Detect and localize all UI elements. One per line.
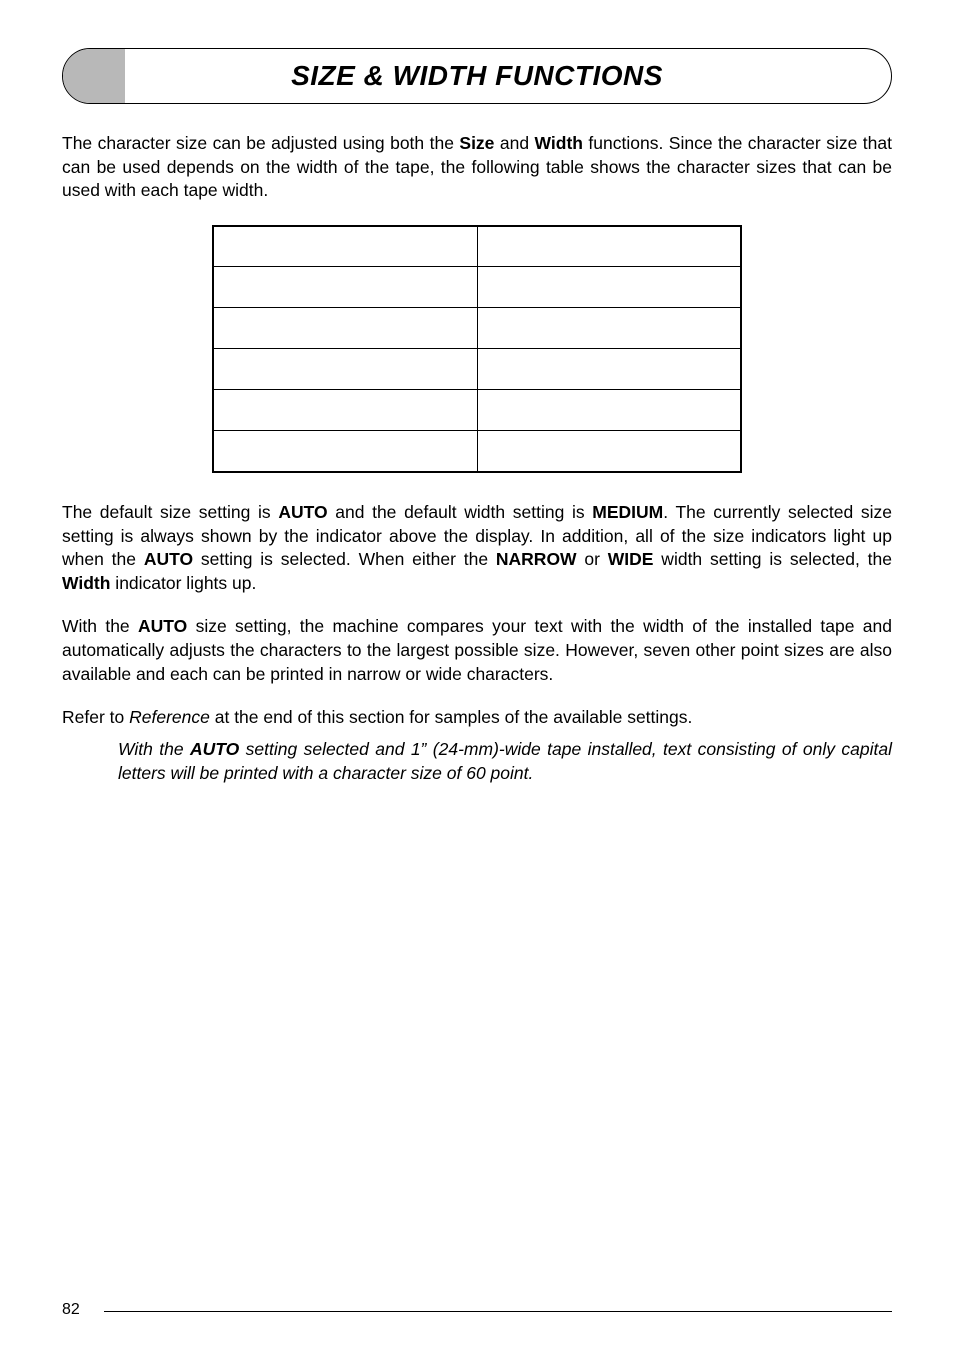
table-cell	[477, 226, 741, 267]
bold-auto: AUTO	[138, 616, 187, 636]
table-row	[213, 390, 741, 431]
paragraph-auto-setting: With the AUTO size setting, the machine …	[62, 615, 892, 686]
text-fragment: indicator lights up.	[110, 573, 256, 593]
bold-auto: AUTO	[144, 549, 193, 569]
paragraph-reference: Refer to Reference at the end of this se…	[62, 706, 892, 730]
bold-width: Width	[62, 573, 110, 593]
note-paragraph: With the AUTO setting selected and 1” (2…	[118, 738, 892, 785]
italic-reference: Reference	[129, 707, 210, 727]
table-cell	[213, 349, 477, 390]
bold-size: Size	[459, 133, 494, 153]
table-container	[62, 225, 892, 473]
table-cell	[477, 390, 741, 431]
table-row	[213, 349, 741, 390]
table-cell	[477, 267, 741, 308]
text-fragment: With the	[118, 739, 190, 759]
page-footer: 82	[62, 1311, 892, 1312]
text-fragment: at the end of this section for samples o…	[210, 707, 693, 727]
bold-narrow: NARROW	[496, 549, 577, 569]
table-row	[213, 431, 741, 472]
bold-auto: AUTO	[278, 502, 327, 522]
table-row	[213, 267, 741, 308]
table-cell	[213, 431, 477, 472]
text-fragment: setting is selected. When either the	[193, 549, 496, 569]
table-cell	[477, 349, 741, 390]
page-number: 82	[62, 1301, 88, 1319]
text-fragment: and	[494, 133, 534, 153]
text-fragment: The character size can be adjusted using…	[62, 133, 459, 153]
size-width-table	[212, 225, 742, 473]
text-fragment: or	[577, 549, 608, 569]
table-row	[213, 308, 741, 349]
text-fragment: Refer to	[62, 707, 129, 727]
table-row	[213, 226, 741, 267]
table-cell	[477, 431, 741, 472]
title-banner: SIZE & WIDTH FUNCTIONS	[62, 48, 892, 104]
page-title: SIZE & WIDTH FUNCTIONS	[125, 49, 891, 103]
bold-width: Width	[535, 133, 583, 153]
table-cell	[213, 267, 477, 308]
text-fragment: size setting, the machine compares your …	[62, 616, 892, 683]
bold-medium: MEDIUM	[592, 502, 663, 522]
table-cell	[213, 308, 477, 349]
bold-auto: AUTO	[190, 739, 239, 759]
title-banner-accent	[63, 49, 125, 103]
text-fragment: With the	[62, 616, 138, 636]
text-fragment: The default size setting is	[62, 502, 278, 522]
bold-wide: WIDE	[608, 549, 654, 569]
paragraph-default-settings: The default size setting is AUTO and the…	[62, 501, 892, 596]
table-cell	[213, 390, 477, 431]
text-fragment: width setting is selected, the	[653, 549, 892, 569]
table-cell	[477, 308, 741, 349]
text-fragment: and the default width setting is	[328, 502, 593, 522]
table-cell	[213, 226, 477, 267]
footer-rule	[104, 1311, 892, 1312]
paragraph-intro: The character size can be adjusted using…	[62, 132, 892, 203]
